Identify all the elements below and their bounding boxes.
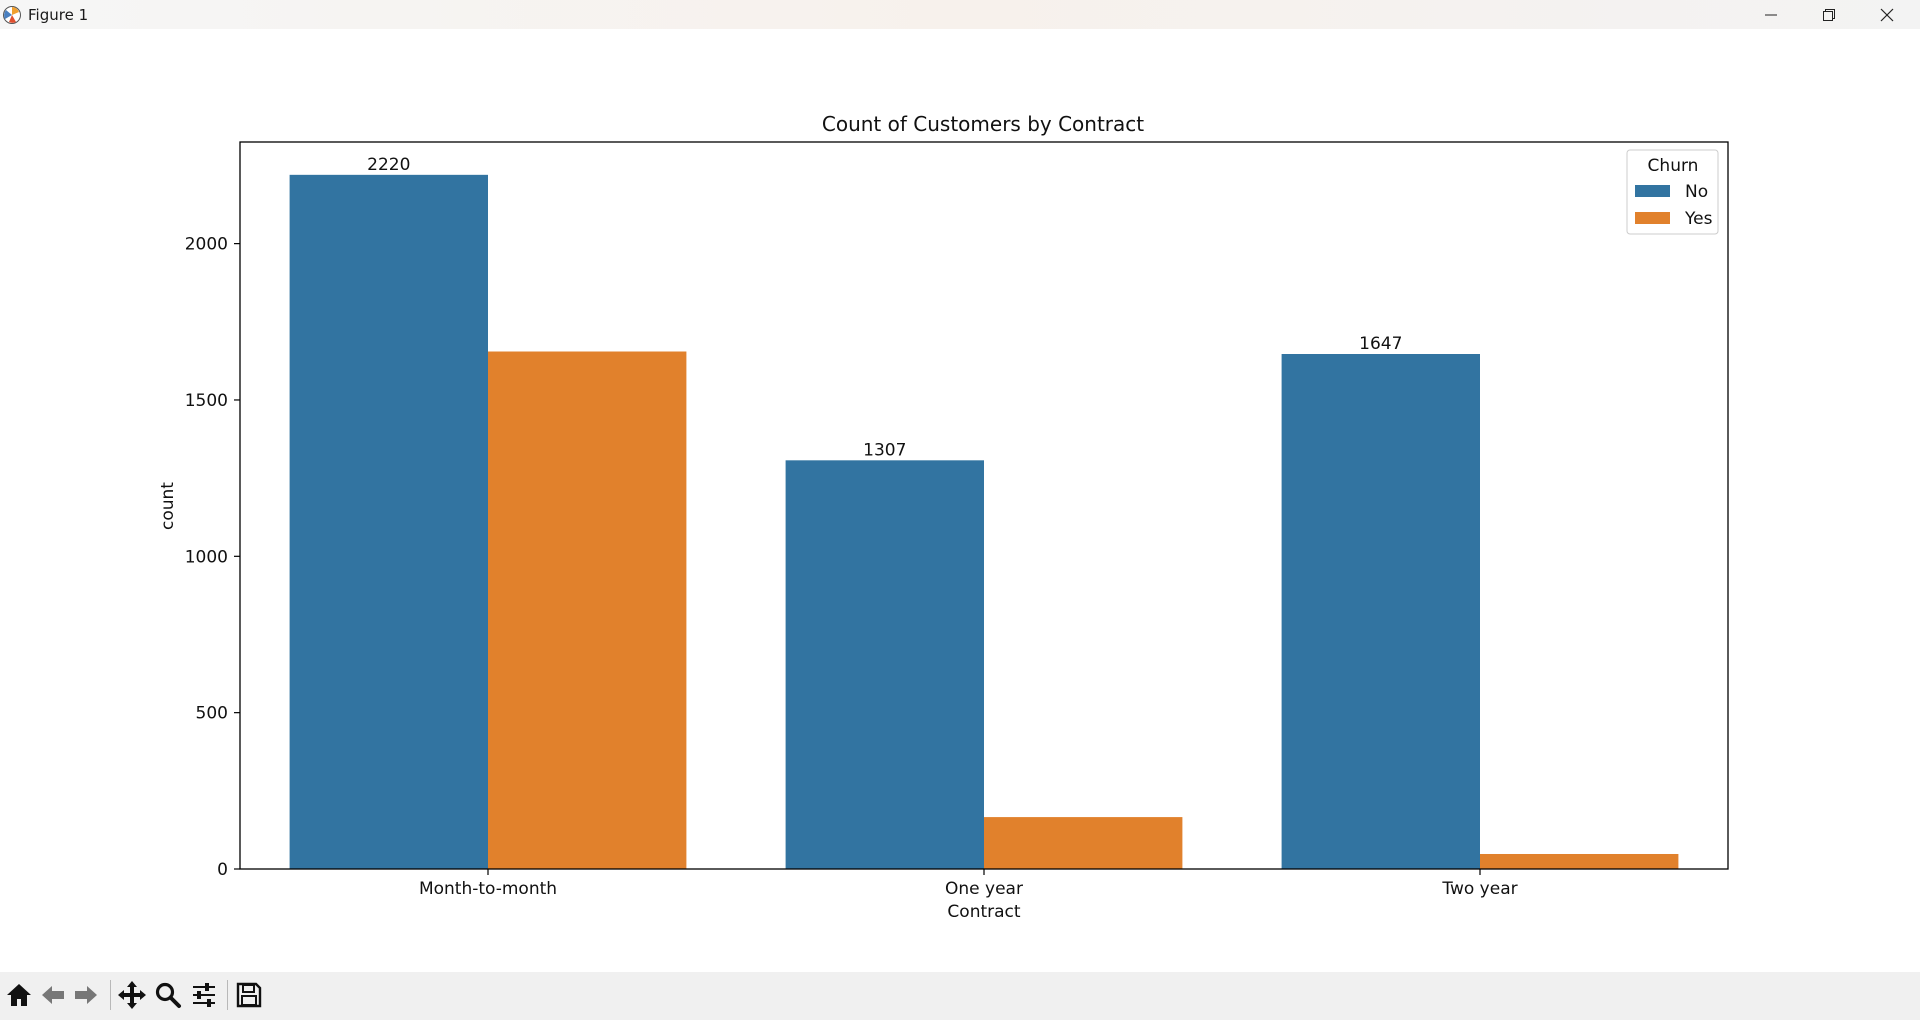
bar-data-label: 1307 [863, 440, 906, 460]
forward-arrow-icon [75, 986, 97, 1004]
zoom-button[interactable] [152, 979, 184, 1011]
pan-button[interactable] [116, 979, 148, 1011]
x-tick-label: One year [945, 879, 1023, 899]
y-tick-label: 2000 [185, 235, 228, 255]
minimize-icon [1765, 14, 1777, 15]
legend-label-yes: Yes [1684, 209, 1713, 229]
home-icon [7, 984, 31, 1006]
back-arrow-icon [42, 986, 64, 1004]
y-tick-label: 0 [217, 860, 228, 880]
restore-icon [1823, 8, 1835, 21]
bar-yes-0 [488, 351, 687, 869]
toolbar-separator [110, 980, 111, 1010]
back-button[interactable] [37, 979, 69, 1011]
home-button[interactable] [3, 979, 35, 1011]
x-axis-label: Contract [947, 902, 1020, 922]
matplotlib-app-icon [3, 6, 21, 24]
navigation-toolbar [0, 972, 1920, 1020]
close-button[interactable] [1858, 0, 1916, 29]
pan-move-icon [118, 981, 146, 1009]
configure-subplots-button[interactable] [188, 979, 220, 1011]
y-tick-label: 1000 [185, 547, 228, 567]
restore-button[interactable] [1800, 0, 1858, 29]
save-floppy-icon [236, 982, 262, 1008]
chart-title: Count of Customers by Contract [822, 112, 1144, 136]
configure-subplots-icon [193, 983, 215, 1007]
legend-title: Churn [1648, 156, 1699, 176]
x-tick-label: Month-to-month [419, 879, 557, 899]
zoom-magnifier-icon [155, 982, 181, 1008]
legend-label-no: No [1685, 182, 1708, 202]
legend-swatch-yes [1635, 212, 1670, 224]
forward-button[interactable] [70, 979, 102, 1011]
window-title: Figure 1 [28, 6, 89, 24]
bar-no-1 [785, 460, 984, 869]
save-button[interactable] [233, 979, 265, 1011]
x-tick-label: Two year [1441, 879, 1517, 899]
bar-yes-2 [1480, 853, 1679, 869]
toolbar-separator [227, 980, 228, 1010]
legend-swatch-no [1635, 185, 1670, 197]
chart-svg: Count of Customers by Contract 2220 1307 1… [158, 112, 1729, 922]
close-icon [1880, 8, 1894, 21]
legend: Churn No Yes [1626, 149, 1719, 235]
bar-yes-1 [984, 817, 1183, 869]
minimize-button[interactable] [1742, 0, 1800, 29]
figure-canvas[interactable]: Count of Customers by Contract 2220 1307 1… [0, 29, 1920, 972]
bar-data-label: 2220 [367, 155, 410, 175]
y-axis-label: count [158, 482, 178, 530]
bar-no-0 [289, 174, 488, 869]
bar-no-2 [1281, 354, 1480, 870]
y-tick-label: 500 [196, 704, 228, 724]
window-titlebar: Figure 1 [0, 0, 1920, 29]
plot-frame [239, 141, 1729, 870]
bar-data-label: 1647 [1359, 334, 1402, 354]
y-tick-label: 1500 [185, 391, 228, 411]
